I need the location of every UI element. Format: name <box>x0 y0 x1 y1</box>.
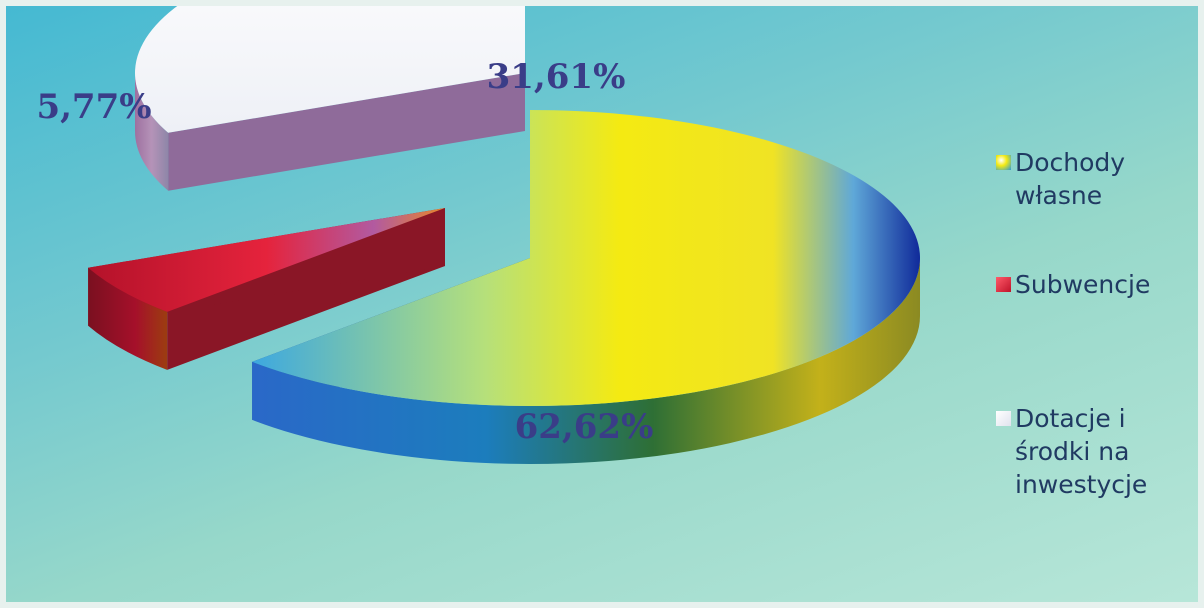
legend-item-dochody: Dochody własne <box>996 146 1185 212</box>
data-label-subwencje: 5,77% <box>36 87 151 127</box>
legend-label-dochody: Dochody własne <box>1015 148 1126 210</box>
pie-slice-dotacje-wall-0 <box>168 73 526 191</box>
legend-label-subwencje: Subwencje <box>1015 270 1151 299</box>
legend-swatch-dotacje <box>996 411 1011 426</box>
pie-slice-dotacje-top <box>135 6 525 133</box>
legend-item-subwencje: Subwencje <box>996 268 1185 301</box>
pie-slice-subwencje-side <box>88 267 168 370</box>
data-label-dochody: 62,62% <box>515 407 654 447</box>
legend-item-dotacje: Dotacje i środki na inwestycje <box>996 402 1185 501</box>
pie-slice-dochody-side <box>252 258 920 464</box>
legend-swatch-dochody <box>996 155 1011 170</box>
pie-slice-dotacje-side <box>135 73 169 191</box>
pie-slice-dochody-top <box>252 110 920 406</box>
pie-slice-dochody <box>252 110 920 464</box>
legend-label-dotacje: Dotacje i środki na inwestycje <box>1015 404 1148 499</box>
pie-slice-dotacje <box>135 6 526 191</box>
pie-slice-subwencje <box>88 208 446 370</box>
pie-chart: 62,62% 5,77% 31,61% <box>36 6 920 464</box>
pie-slice-subwencje-top <box>88 208 446 312</box>
legend-swatch-subwencje <box>996 277 1011 292</box>
data-label-dotacje: 31,61% <box>487 57 626 97</box>
